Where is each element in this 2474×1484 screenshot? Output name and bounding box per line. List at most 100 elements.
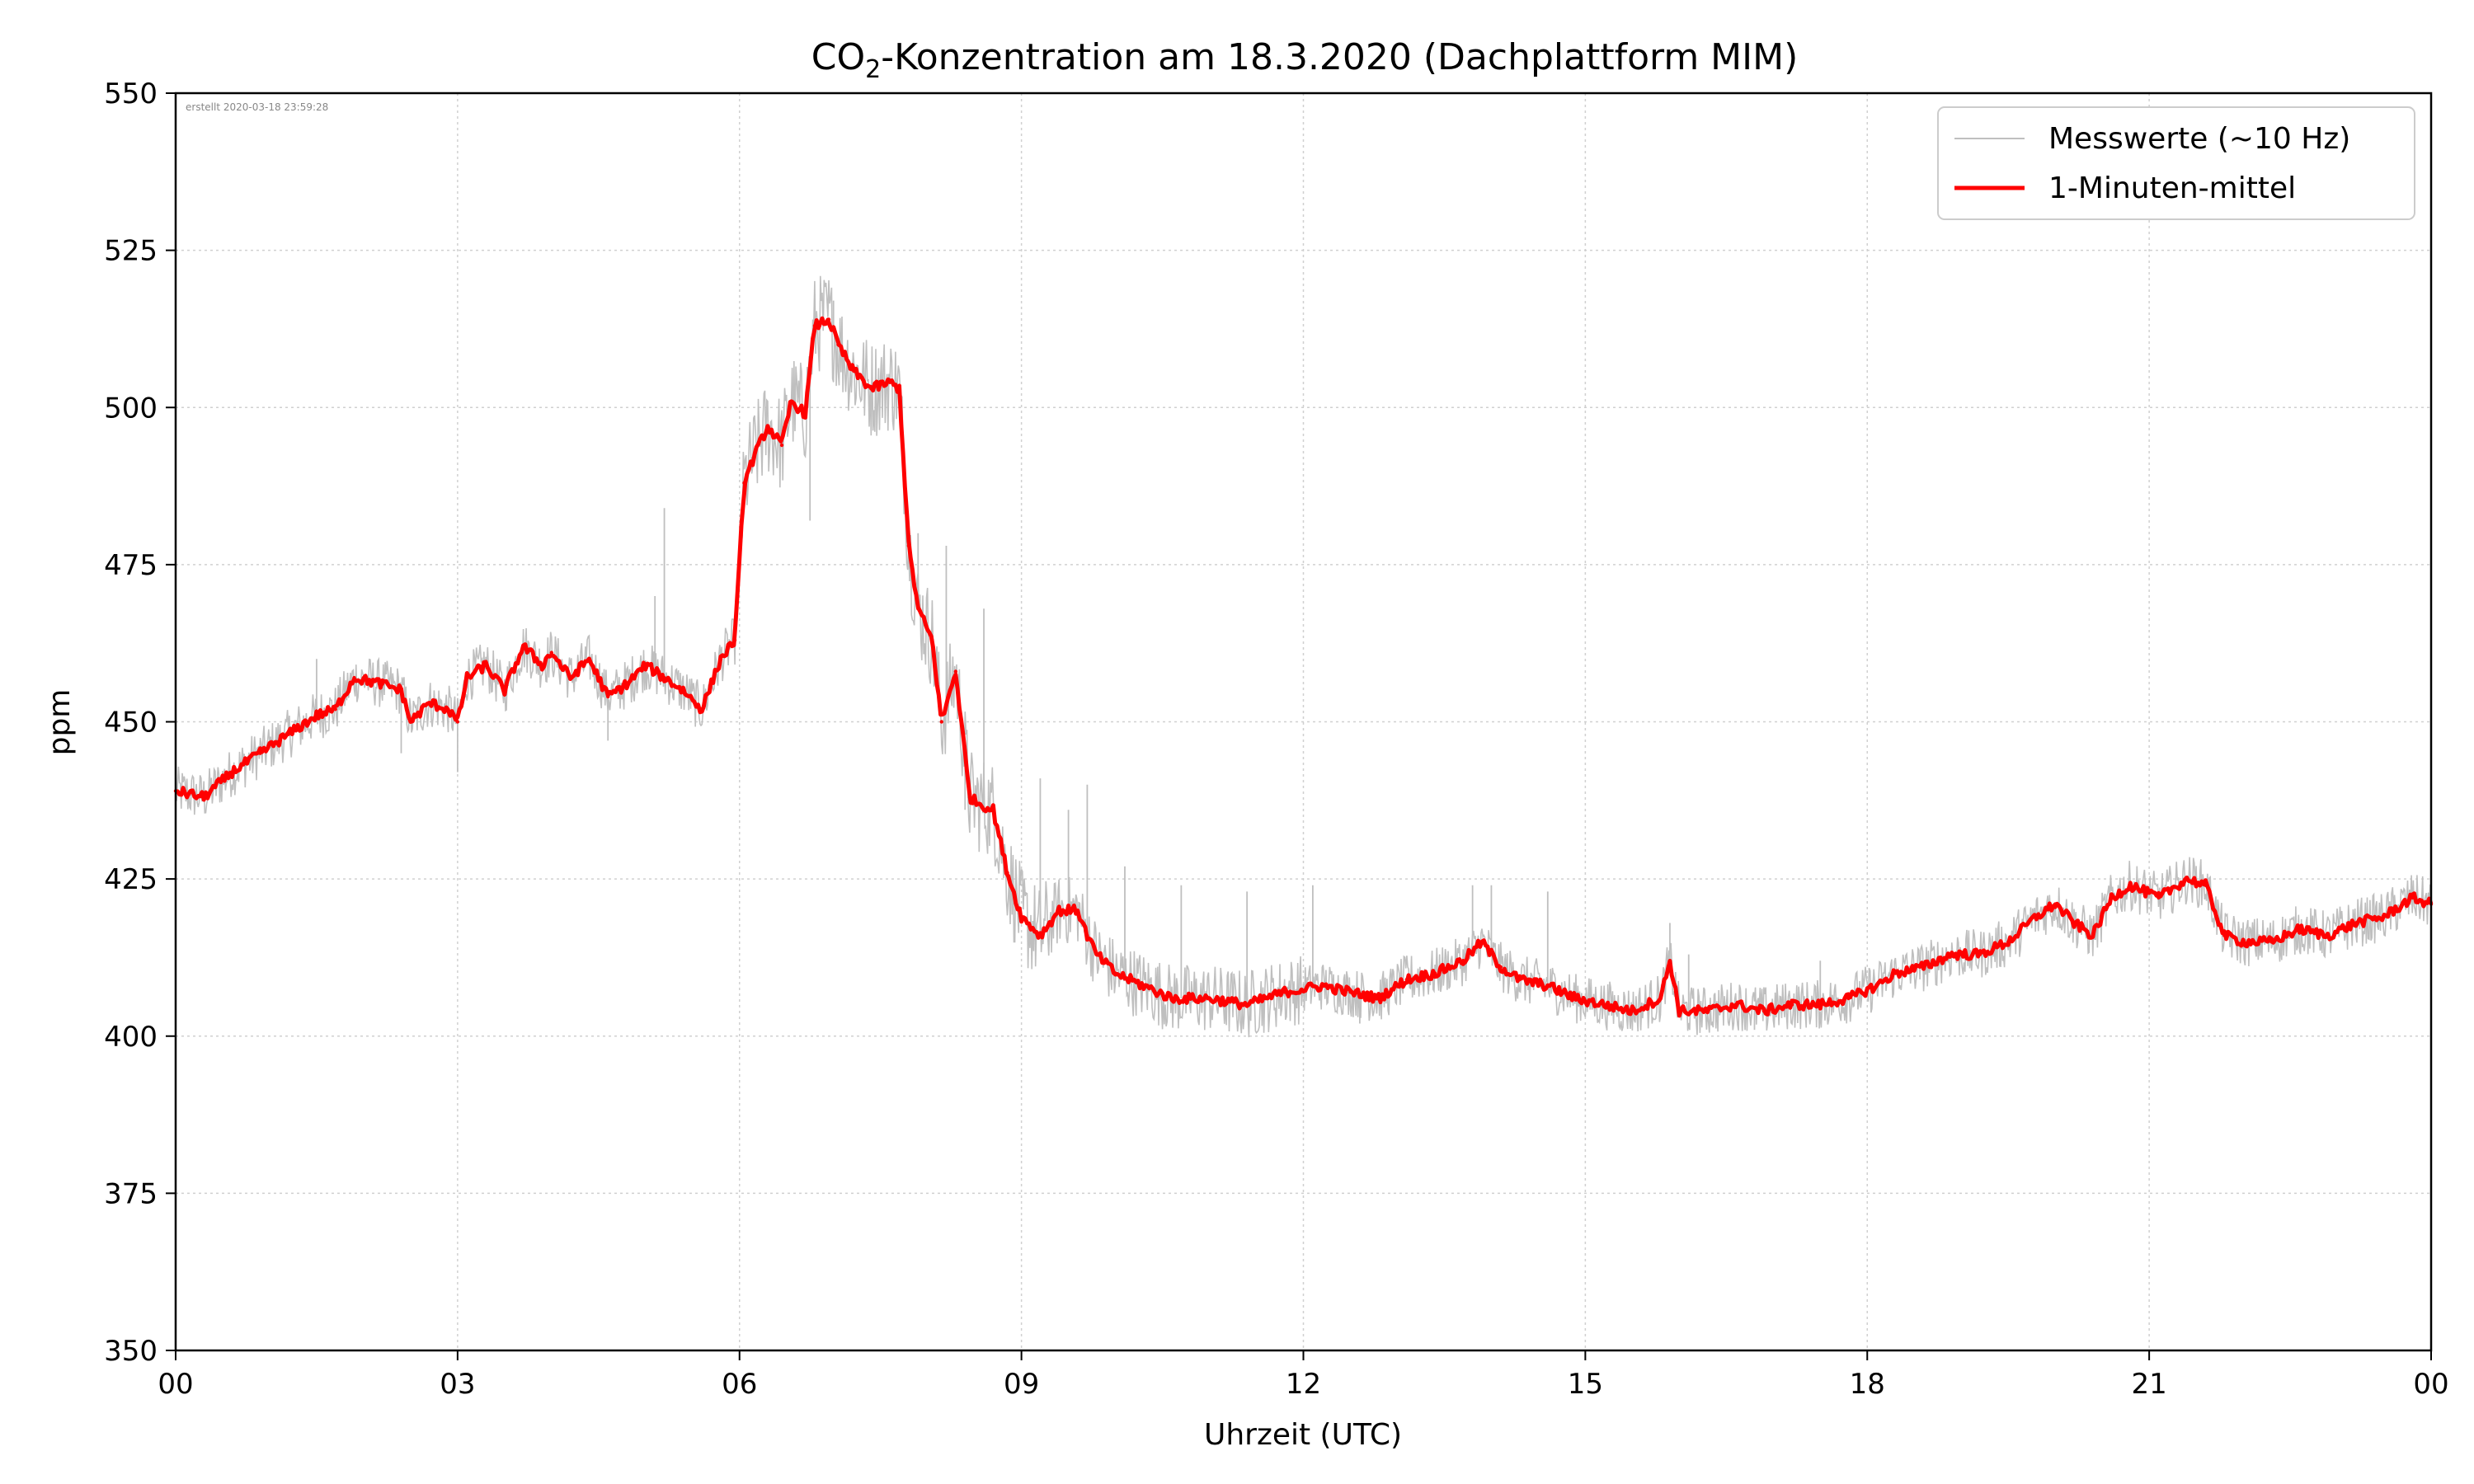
mean-data-point <box>1677 1009 1681 1013</box>
mean-data-point <box>1658 996 1663 1001</box>
mean-data-point <box>521 644 525 649</box>
mean-series <box>173 316 2434 1018</box>
mean-data-point <box>1207 996 1211 1001</box>
legend-box <box>1937 106 2415 220</box>
mean-data-point <box>1498 965 1503 970</box>
mean-data-point <box>1950 952 1954 956</box>
mean-data-point <box>2298 927 2302 932</box>
mean-data-point <box>314 713 319 718</box>
y-tick-label: 550 <box>104 77 158 110</box>
mean-data-point <box>2204 883 2208 887</box>
mean-data-point <box>549 650 554 655</box>
y-tick-label: 425 <box>104 863 158 896</box>
mean-data-point <box>408 720 413 724</box>
mean-data-point <box>2382 914 2387 919</box>
mean-data-point <box>906 543 911 548</box>
mean-data-point <box>230 770 234 774</box>
mean-data-point <box>812 323 817 328</box>
mean-data-point <box>1038 933 1042 937</box>
mean-data-point <box>1874 984 1879 988</box>
mean-data-point <box>2072 921 2077 925</box>
mean-data-point <box>1818 1003 1823 1007</box>
mean-data-point <box>568 675 572 680</box>
mean-data-point <box>483 663 488 668</box>
mean-data-point <box>399 688 403 693</box>
mean-data-point <box>1978 952 1982 956</box>
mean-data-point <box>258 751 262 755</box>
mean-data-point <box>286 732 290 736</box>
mean-data-point <box>1667 959 1672 963</box>
x-tick-label: 06 <box>722 1368 757 1401</box>
mean-data-point <box>732 638 737 642</box>
mean-data-point <box>836 342 840 347</box>
mean-data-point <box>967 795 972 800</box>
mean-data-point <box>977 801 981 805</box>
mean-series-line <box>175 316 2434 1018</box>
y-tick-label: 475 <box>104 549 158 582</box>
mean-data-point <box>789 399 793 403</box>
mean-data-point <box>2091 933 2095 937</box>
y-axis-title: ppm <box>43 689 77 756</box>
mean-data-point <box>1057 909 1061 913</box>
mean-data-point <box>333 707 337 711</box>
x-tick-label: 09 <box>1004 1368 1039 1401</box>
mean-data-point <box>2006 940 2011 944</box>
mean-data-point <box>930 638 934 642</box>
x-tick-label: 12 <box>1286 1368 1321 1401</box>
mean-data-point <box>2109 895 2114 900</box>
mean-data-point <box>1432 971 1437 975</box>
mean-data-point <box>779 443 784 448</box>
mean-data-point <box>2326 933 2330 937</box>
chart-title: CO2-Konzentration am 18.3.2020 (Dachplat… <box>811 36 1799 84</box>
legend-label-raw: Messwerte (~10 Hz) <box>2048 122 2350 156</box>
mean-data-point <box>2157 895 2161 900</box>
mean-data-point <box>2411 895 2415 900</box>
x-tick-label: 03 <box>440 1368 475 1401</box>
mean-data-point <box>455 720 460 724</box>
mean-data-point <box>1094 952 1098 956</box>
mean-data-point <box>1573 996 1578 1001</box>
mean-data-point <box>1790 1003 1794 1007</box>
x-tick-label: 00 <box>158 1368 193 1401</box>
x-axis-title: Uhrzeit (UTC) <box>1204 1418 1402 1452</box>
y-tick-label: 375 <box>104 1177 158 1210</box>
mean-data-point <box>2354 921 2359 925</box>
mean-data-point <box>1545 984 1550 988</box>
mean-data-point <box>502 688 507 693</box>
mean-data-point <box>1019 914 1023 919</box>
mean-data-point <box>352 675 356 680</box>
mean-data-point <box>1517 977 1522 982</box>
mean-data-point <box>1320 984 1324 988</box>
mean-data-point <box>1733 1003 1738 1007</box>
mean-data-point <box>1282 990 1286 994</box>
mean-data-point <box>742 481 746 485</box>
mean-data-point <box>2269 940 2274 944</box>
mean-data-point <box>1348 990 1352 994</box>
x-tick-label: 18 <box>1850 1368 1885 1401</box>
mean-data-point <box>869 387 873 391</box>
mean-data-point <box>1846 996 1851 1001</box>
mean-data-point <box>2241 940 2246 944</box>
mean-data-point <box>662 675 666 680</box>
mean-data-point <box>1141 984 1145 988</box>
mean-data-point <box>850 368 854 372</box>
mean-data-point <box>1376 996 1380 1001</box>
mean-data-point <box>765 424 770 429</box>
mean-data-point <box>939 720 943 724</box>
mean-data-point <box>2222 933 2227 937</box>
mean-data-point <box>587 657 591 661</box>
mean-data-point <box>465 675 469 680</box>
mean-data-point <box>606 694 610 699</box>
y-tick-label: 500 <box>104 392 158 425</box>
created-stamp: erstellt 2020-03-18 23:59:28 <box>186 101 328 113</box>
mean-data-point <box>380 682 384 686</box>
mean-data-point <box>681 688 685 693</box>
mean-data-point <box>2053 902 2058 906</box>
mean-data-point <box>624 682 629 686</box>
mean-data-point <box>916 607 920 611</box>
mean-data-point <box>1085 933 1089 937</box>
legend: Messwerte (~10 Hz) 1-Minuten-mittel <box>1937 106 2415 220</box>
y-tick-label: 350 <box>104 1335 158 1368</box>
y-tick-label: 525 <box>104 235 158 268</box>
